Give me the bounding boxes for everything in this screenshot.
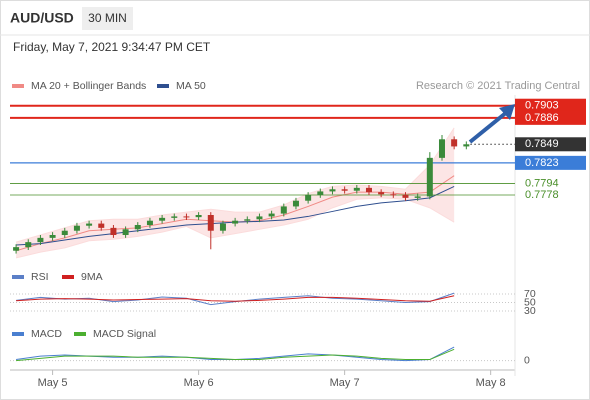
level-box <box>515 110 586 125</box>
level-label: 0.7778 <box>525 189 559 201</box>
level-label: 0.7886 <box>525 112 559 124</box>
candle-body <box>402 195 409 198</box>
legend-label: 9MA <box>81 271 103 283</box>
candle-body <box>463 144 470 147</box>
candle-body <box>292 200 299 207</box>
candle-body <box>134 225 141 230</box>
bollinger-lower <box>15 197 455 259</box>
level-label: 0.7823 <box>525 157 559 169</box>
candle-body <box>122 229 129 235</box>
candle-body <box>353 187 360 191</box>
timestamp: Friday, May 7, 2021 9:34:47 PM CET <box>13 40 211 54</box>
x-tick-label: May 8 <box>476 377 506 389</box>
candle-body <box>317 191 324 195</box>
candle-body <box>49 235 56 238</box>
legend-label: MA 20 + Bollinger Bands <box>31 80 146 92</box>
timeframe: 30 MIN <box>88 11 127 25</box>
candle-body <box>438 139 445 158</box>
candle-body <box>86 223 93 226</box>
candle-body <box>183 216 190 218</box>
candle-body <box>256 216 263 220</box>
macd-line <box>16 348 455 362</box>
x-tick-label: May 7 <box>330 377 360 389</box>
candle-body <box>98 223 105 228</box>
last-price-label: 0.7849 <box>525 138 559 150</box>
candle-body <box>37 237 44 243</box>
level-label: 0.7903 <box>525 100 559 112</box>
level-label: 0.7794 <box>525 177 559 189</box>
legend-label: MA 50 <box>176 80 206 92</box>
last-price-box <box>515 137 586 152</box>
candle-body <box>378 192 385 195</box>
rsi-line <box>16 295 455 302</box>
candle-body <box>73 225 80 231</box>
candle-body <box>341 189 348 191</box>
timeframe-box <box>82 7 133 30</box>
candle-body <box>244 219 251 221</box>
x-tick-label: May 6 <box>184 377 214 389</box>
candle-body <box>195 215 202 218</box>
legend-swatch <box>12 275 24 279</box>
candle-body <box>451 139 458 147</box>
candle-body <box>426 157 433 197</box>
y-tick-label: 0 <box>524 354 530 366</box>
forecast-arrow <box>468 110 509 144</box>
legend-swatch <box>12 84 24 88</box>
legend-swatch <box>62 275 74 279</box>
legend-swatch <box>157 84 169 88</box>
forecast-arrowhead <box>499 104 515 120</box>
credit: Research © 2021 Trading Central <box>416 80 580 92</box>
candle-body <box>171 216 178 218</box>
candle-body <box>305 195 312 201</box>
candle-body <box>268 213 275 217</box>
candle-body <box>219 223 226 231</box>
legend-label: MACD Signal <box>93 328 156 340</box>
bollinger-band <box>16 127 455 258</box>
legend-swatch <box>74 332 86 336</box>
candle-body <box>414 196 421 198</box>
candle-body <box>365 187 372 193</box>
legend-label: MACD <box>31 328 62 340</box>
legend-swatch <box>12 332 24 336</box>
candle-body <box>329 189 336 192</box>
candle-body <box>159 217 166 221</box>
y-tick-label: 30 <box>524 305 536 317</box>
candle-body <box>390 194 397 196</box>
candle-body <box>232 220 239 224</box>
y-tick-label: 70 <box>524 288 536 300</box>
x-tick-label: May 5 <box>38 377 68 389</box>
candle-body <box>110 227 117 235</box>
level-box <box>515 98 586 113</box>
candle-body <box>25 242 32 248</box>
candle-body <box>280 206 287 214</box>
symbol: AUD/USD <box>10 10 74 26</box>
y-tick-label: 50 <box>524 296 536 308</box>
candle-body <box>146 220 153 225</box>
candle-body <box>13 247 20 251</box>
candle-body <box>61 230 68 235</box>
level-box <box>515 155 586 170</box>
legend-label: RSI <box>31 271 49 283</box>
candle-body <box>207 215 214 231</box>
